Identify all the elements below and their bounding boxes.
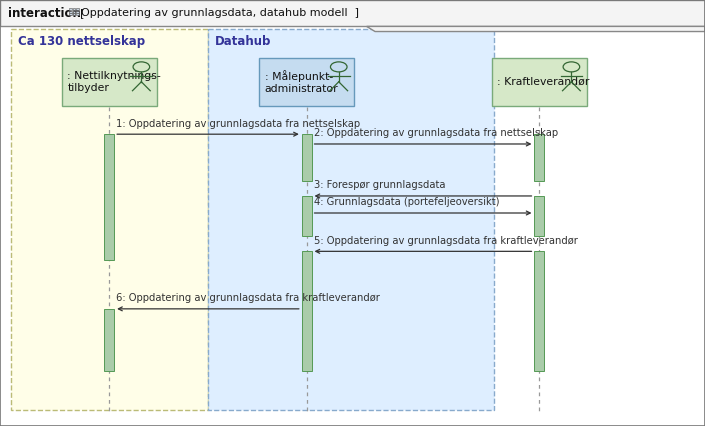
- Text: : Kraftleverandør: : Kraftleverandør: [498, 77, 590, 87]
- Text: 4: Grunnlagsdata (portefeljeoversikt): 4: Grunnlagsdata (portefeljeoversikt): [314, 198, 499, 207]
- Text: Datahub: Datahub: [215, 35, 271, 49]
- Bar: [0, 0, 705, 26]
- Bar: [492, 58, 587, 106]
- Bar: [534, 134, 544, 181]
- Bar: [534, 251, 544, 371]
- Text: interaction: interaction: [8, 7, 81, 20]
- Bar: [69, 13, 72, 15]
- Bar: [69, 11, 72, 13]
- Bar: [104, 309, 114, 371]
- Text: 2: Oppdatering av grunnlagsdata fra nettselskap: 2: Oppdatering av grunnlagsdata fra nett…: [314, 129, 558, 138]
- Text: 3: Forespør grunnlagsdata: 3: Forespør grunnlagsdata: [314, 181, 446, 190]
- Bar: [76, 13, 79, 15]
- Bar: [73, 8, 75, 10]
- Bar: [104, 134, 114, 260]
- Bar: [73, 13, 75, 15]
- Bar: [76, 11, 79, 13]
- Text: : Nettilknytnings-
tilbyder: : Nettilknytnings- tilbyder: [68, 71, 161, 93]
- Bar: [534, 196, 544, 236]
- Bar: [302, 134, 312, 181]
- Bar: [62, 58, 157, 106]
- Text: 1: Oppdatering av grunnlagsdata fra nettselskap: 1: Oppdatering av grunnlagsdata fra nett…: [116, 119, 360, 129]
- Text: [: [: [80, 8, 84, 18]
- Bar: [259, 58, 354, 106]
- Bar: [73, 11, 75, 13]
- Bar: [76, 8, 79, 10]
- Bar: [208, 29, 494, 410]
- Bar: [302, 196, 312, 236]
- Text: 5: Oppdatering av grunnlagsdata fra kraftleverandør: 5: Oppdatering av grunnlagsdata fra kraf…: [314, 236, 577, 246]
- Text: Oppdatering av grunnlagsdata, datahub modell  ]: Oppdatering av grunnlagsdata, datahub mo…: [81, 8, 359, 18]
- Text: 6: Oppdatering av grunnlagsdata fra kraftleverandør: 6: Oppdatering av grunnlagsdata fra kraf…: [116, 294, 380, 303]
- Bar: [69, 8, 72, 10]
- Text: : Målepunkt-
administrator: : Målepunkt- administrator: [265, 70, 338, 94]
- Bar: [11, 29, 208, 410]
- Polygon shape: [367, 26, 705, 32]
- Bar: [302, 251, 312, 371]
- Text: Ca 130 nettselskap: Ca 130 nettselskap: [18, 35, 145, 49]
